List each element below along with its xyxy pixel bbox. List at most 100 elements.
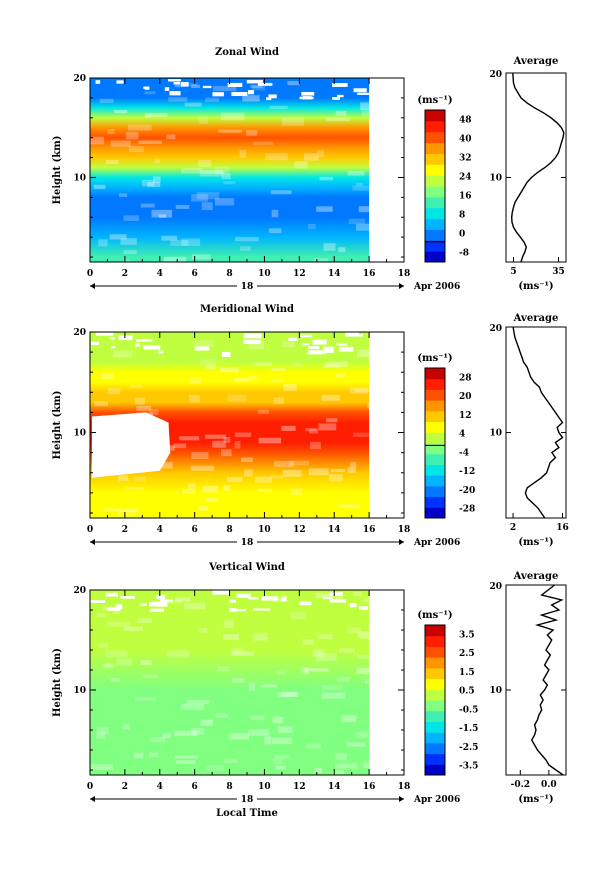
missing-data [116,80,124,84]
missing-data [95,332,114,336]
field-texture [269,105,288,110]
field-texture [144,91,156,95]
x-tick-label: 10 [258,525,271,535]
field-texture [123,215,139,221]
date-arrow-right [399,283,404,289]
field-texture [96,612,106,618]
x-tick-label: 4 [157,782,163,792]
field-texture [107,621,131,627]
colorbar-swatch [425,378,445,390]
colorbar-swatch [425,368,445,380]
field-texture [140,660,152,666]
field-texture [202,485,219,493]
field-texture [217,666,230,672]
field-texture [100,373,114,379]
field-texture [347,467,356,474]
colorbar-tick-label: -8 [459,249,469,259]
field-texture [348,218,365,225]
average-profile-line [530,584,564,776]
field-texture [248,682,256,691]
field-texture [191,194,208,202]
missing-data [299,601,312,606]
field-texture [184,102,202,107]
field-texture [113,350,133,358]
average-profile-line [512,326,564,519]
colorbar-tick-label: 2.5 [459,649,475,659]
field-texture [325,361,348,367]
colorbar-unit: (ms⁻¹) [417,95,452,106]
colorbar-frame [424,624,446,776]
field-texture [190,728,204,735]
field-texture [290,612,307,620]
field-texture [231,651,255,656]
field-texture [141,674,158,678]
colorbar-swatch [425,432,445,444]
field-texture [151,209,173,218]
colorbar-tick-label: -2.5 [459,743,478,753]
field-texture [281,117,305,126]
missing-data [194,346,210,351]
field-texture [200,719,213,726]
x-tick-label: 8 [226,525,232,535]
x-tick-label: 12 [293,782,306,792]
panel-2: Meridional Wind 0 2 4 6 8 10 12 14 16 18 10 20 Height… [52,304,569,548]
field-texture [281,341,295,348]
missing-data [180,81,189,87]
field-texture [326,117,350,121]
field-texture [93,184,106,190]
average-x-tick-label: 35 [552,267,565,277]
field-texture [240,246,251,251]
field-texture [120,238,137,245]
missing-data [261,596,279,601]
field-texture [137,618,152,623]
field-texture [181,168,203,174]
field-texture [307,223,316,230]
x-tick-label: 18 [398,269,411,279]
field-texture [134,752,144,759]
colorbar-swatch [425,443,445,455]
field-texture [248,728,270,736]
date-label-bg [237,281,257,291]
field-texture [317,634,333,639]
missing-data [339,346,354,352]
missing-data [243,339,261,345]
field-texture [248,375,259,381]
missing-data [308,346,320,350]
y-tick-label: 20 [73,74,86,84]
field-texture [198,160,212,167]
field-texture [197,506,208,511]
colorbar-tick-label: 48 [459,116,472,126]
field-texture [148,752,159,757]
field-texture [308,428,319,434]
field-texture [272,758,283,765]
colorbar-swatch [425,507,445,519]
colorbar-frame [424,367,446,519]
colorbar-swatch [425,389,445,401]
field-texture [189,377,202,384]
missing-data [248,597,259,600]
y-axis-label: Height (km) [52,648,63,717]
field-texture [321,692,346,699]
field-texture [118,508,139,516]
missing-data [156,594,166,600]
field-texture [252,141,274,145]
field-texture [147,182,161,188]
average-y-tick-label: 20 [489,70,502,80]
colorbar-swatch [425,721,445,733]
missing-data [105,592,118,597]
field-texture [314,767,323,774]
missing-data [227,82,243,88]
missing-data [160,599,173,602]
field-texture [349,461,357,468]
field-texture [305,428,317,432]
missing-data [323,346,334,351]
colorbar-swatch [425,710,445,722]
colorbar-tick-label: 3.5 [459,630,475,640]
field-texture [291,488,303,496]
field-texture [273,397,284,405]
date-arrow-right [399,539,404,545]
missing-data [246,79,263,84]
colorbar-swatch [425,410,445,423]
colorbar-unit: (ms⁻¹) [417,353,452,364]
field-texture [258,409,270,414]
